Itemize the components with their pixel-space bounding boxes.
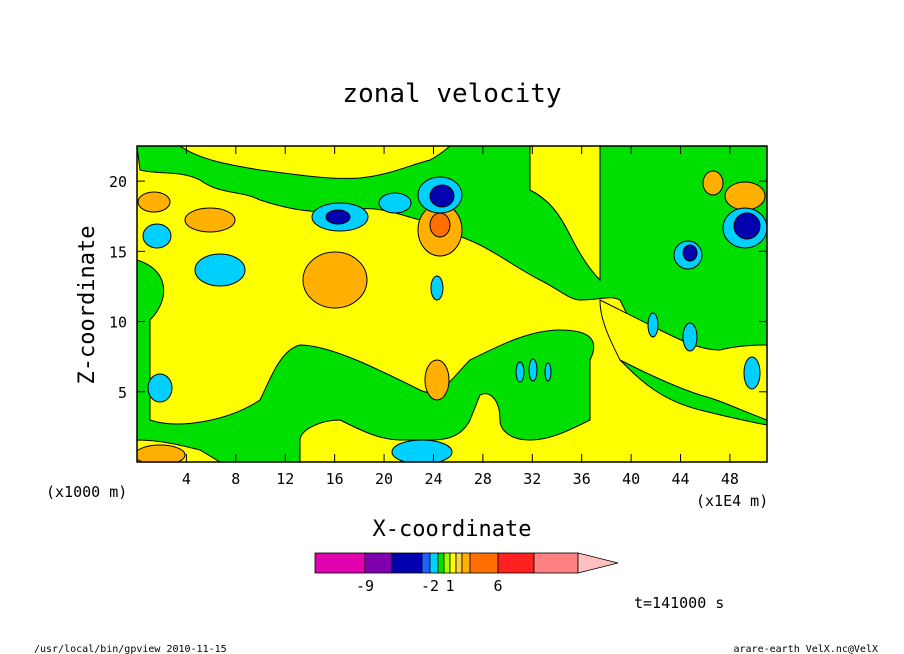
footer-right: arare-earth_VelX.nc@VelX	[734, 644, 879, 654]
colorbar	[314, 552, 619, 574]
y-axis-ticks: 5 10 15 20	[109, 173, 767, 402]
colorbar-swatch	[421, 552, 431, 574]
positive-blob	[137, 444, 186, 462]
negative-blob	[378, 192, 412, 214]
colorbar-swatch	[497, 552, 535, 574]
green-region	[137, 146, 767, 426]
negative-blob	[743, 356, 761, 390]
x-axis-ticks: 4 8 12 16 20 24 28 32 36 40 44 48	[182, 146, 739, 488]
x-tick-label: 36	[573, 470, 591, 488]
time-label: t=141000 s	[634, 594, 724, 612]
plot-frame	[136, 145, 768, 463]
positive-blob	[424, 359, 450, 401]
x-axis-label: X-coordinate	[373, 517, 532, 542]
colorbar-swatch	[314, 552, 366, 574]
colorbar-swatch	[469, 552, 499, 574]
colorbar-swatch	[533, 552, 579, 574]
negative-blob	[528, 358, 538, 382]
negative-blob	[325, 209, 351, 225]
x-tick-label: 16	[326, 470, 344, 488]
colorbar-tick-label: 1	[445, 577, 454, 595]
negative-blob	[647, 312, 659, 338]
positive-blob	[137, 191, 171, 213]
positive-blob	[302, 251, 368, 309]
x-tick-label: 12	[276, 470, 294, 488]
x-tick-label: 24	[424, 470, 442, 488]
negative-blob	[544, 362, 552, 382]
yellow-region	[529, 146, 601, 282]
negative-blob	[682, 322, 698, 352]
x-tick-label: 32	[523, 470, 541, 488]
colorbar-swatch	[455, 552, 463, 574]
x-tick-label: 28	[474, 470, 492, 488]
y-units-label: (x1000 m)	[46, 483, 127, 501]
footer-left: /usr/local/bin/gpview 2010-11-15	[34, 644, 227, 654]
colorbar-swatch	[391, 552, 423, 574]
colorbar-tick-label: 6	[493, 577, 502, 595]
positive-blob	[429, 212, 451, 238]
positive-blob	[724, 181, 766, 211]
x-units-label: (x1E4 m)	[696, 492, 768, 510]
y-tick-label: 10	[109, 314, 127, 332]
chart-title: zonal velocity	[342, 79, 561, 109]
colorbar-extension	[577, 552, 619, 574]
x-tick-label: 40	[622, 470, 640, 488]
y-tick-label: 15	[109, 243, 127, 261]
y-tick-label: 20	[109, 173, 127, 191]
x-tick-label: 4	[182, 470, 191, 488]
colorbar-swatch	[437, 552, 445, 574]
negative-blob	[733, 212, 761, 240]
plot-area	[137, 146, 767, 462]
negative-blob	[391, 439, 453, 462]
positive-blob	[702, 170, 724, 196]
colorbar-labels: -9 -2 1 6	[356, 577, 503, 595]
negative-blob	[430, 275, 444, 301]
y-axis-label: Z-coordinate	[75, 226, 100, 385]
colorbar-swatch	[443, 552, 451, 574]
x-tick-label: 8	[231, 470, 240, 488]
y-tick-label: 5	[118, 384, 127, 402]
negative-blob	[194, 253, 246, 287]
colorbar-swatch	[449, 552, 457, 574]
negative-blob	[147, 373, 173, 403]
x-tick-label: 44	[671, 470, 689, 488]
negative-blob	[429, 184, 455, 208]
colorbar-tick-label: -9	[356, 577, 374, 595]
x-tick-label: 48	[721, 470, 739, 488]
yellow-region	[179, 146, 451, 179]
colorbar-swatch	[364, 552, 393, 574]
positive-blob	[184, 207, 236, 233]
negative-blob	[515, 361, 525, 383]
colorbar-tick-label: -2	[421, 577, 439, 595]
negative-blob	[142, 223, 172, 249]
colorbar-swatch	[429, 552, 439, 574]
colorbar-swatch	[461, 552, 471, 574]
x-tick-label: 20	[375, 470, 393, 488]
negative-blob	[682, 244, 698, 262]
